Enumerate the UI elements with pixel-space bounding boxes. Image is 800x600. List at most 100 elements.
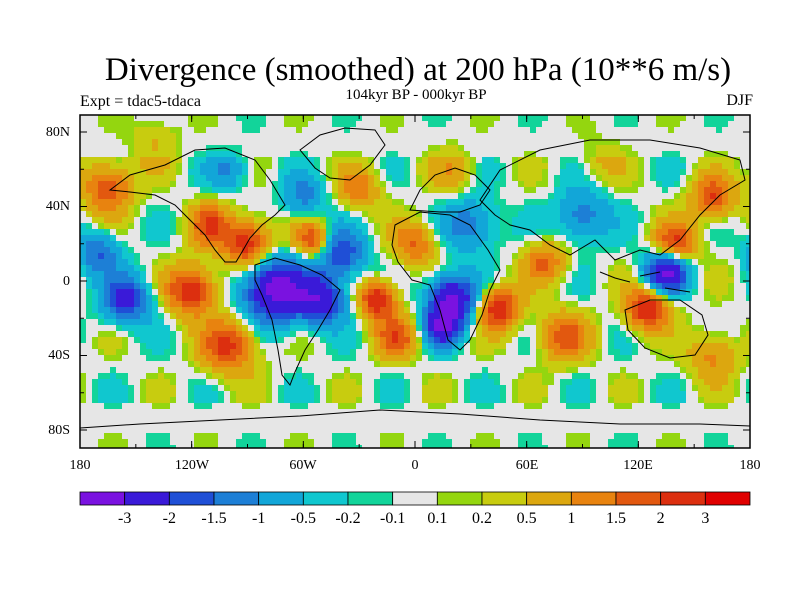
field-cell (566, 163, 573, 170)
field-cell (626, 331, 633, 338)
field-cell (386, 313, 393, 320)
field-cell (350, 313, 357, 320)
field-cell (350, 325, 357, 332)
field-cell (158, 241, 165, 248)
field-cell (170, 361, 177, 368)
field-cell (410, 211, 417, 218)
field-cell (320, 193, 327, 200)
field-cell (314, 283, 321, 290)
field-cell (212, 313, 219, 320)
field-cell (740, 217, 747, 224)
field-cell (608, 367, 615, 374)
field-cell (308, 229, 315, 236)
field-cell (686, 133, 693, 140)
field-cell (470, 175, 477, 182)
field-cell (740, 199, 747, 206)
field-cell (176, 307, 183, 314)
field-cell (242, 139, 249, 146)
field-cell (494, 229, 501, 236)
field-cell (482, 181, 489, 188)
field-cell (332, 379, 339, 386)
field-cell (362, 367, 369, 374)
field-cell (626, 127, 633, 134)
field-cell (542, 349, 549, 356)
field-cell (194, 325, 201, 332)
field-cell (188, 355, 195, 362)
map-subtitle: 104kyr BP - 000kyr BP (345, 87, 487, 103)
field-cell (338, 163, 345, 170)
field-cell (422, 175, 429, 182)
field-cell (404, 205, 411, 212)
field-cell (392, 283, 399, 290)
field-cell (326, 127, 333, 134)
field-cell (374, 295, 381, 302)
field-cell (422, 205, 429, 212)
field-cell (410, 355, 417, 362)
field-cell (650, 127, 657, 134)
field-cell (98, 367, 105, 374)
field-cell (392, 259, 399, 266)
field-cell (560, 313, 567, 320)
field-cell (314, 277, 321, 284)
field-cell (296, 151, 303, 158)
field-cell (566, 157, 573, 164)
field-cell (512, 349, 519, 356)
field-cell (80, 259, 87, 266)
field-cell (320, 187, 327, 194)
field-cell (734, 193, 741, 200)
field-cell (86, 205, 93, 212)
field-cell (212, 259, 219, 266)
field-cell (590, 199, 597, 206)
field-cell (260, 121, 267, 128)
field-cell (98, 199, 105, 206)
field-cell (476, 139, 483, 146)
field-cell (164, 175, 171, 182)
field-cell (284, 337, 291, 344)
field-cell (722, 373, 729, 380)
field-cell (278, 235, 285, 242)
field-cell (542, 253, 549, 260)
field-cell (314, 313, 321, 320)
field-cell (632, 241, 639, 248)
field-cell (440, 265, 447, 272)
field-cell (686, 367, 693, 374)
field-cell (518, 139, 525, 146)
field-cell (200, 223, 207, 230)
field-cell (692, 211, 699, 218)
field-cell (422, 139, 429, 146)
field-cell (128, 217, 135, 224)
field-cell (248, 349, 255, 356)
field-cell (704, 325, 711, 332)
field-cell (428, 229, 435, 236)
field-cell (206, 187, 213, 194)
field-cell (434, 265, 441, 272)
field-cell (686, 349, 693, 356)
field-cell (230, 289, 237, 296)
field-cell (416, 319, 423, 326)
field-cell (302, 121, 309, 128)
field-cell (680, 187, 687, 194)
field-cell (704, 277, 711, 284)
field-cell (362, 349, 369, 356)
field-cell (170, 373, 177, 380)
field-cell (80, 319, 87, 326)
field-cell (416, 169, 423, 176)
field-cell (524, 253, 531, 260)
field-cell (260, 283, 267, 290)
field-cell (404, 343, 411, 350)
field-cell (308, 265, 315, 272)
field-cell (254, 313, 261, 320)
field-cell (116, 181, 123, 188)
field-cell (140, 181, 147, 188)
field-cell (458, 319, 465, 326)
field-cell (104, 241, 111, 248)
field-cell (620, 115, 627, 122)
field-cell (662, 127, 669, 134)
field-cell (602, 253, 609, 260)
field-cell (638, 169, 645, 176)
field-cell (356, 223, 363, 230)
field-cell (428, 253, 435, 260)
field-cell (458, 139, 465, 146)
field-cell (164, 121, 171, 128)
field-cell (650, 175, 657, 182)
